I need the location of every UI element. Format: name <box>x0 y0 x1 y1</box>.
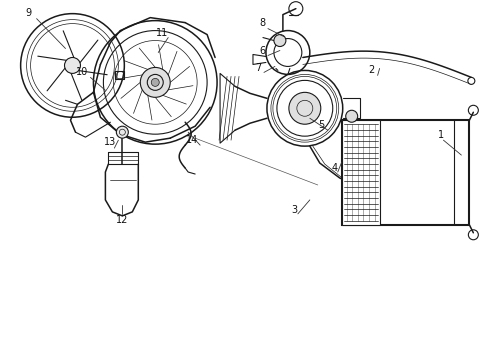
Text: 11: 11 <box>156 28 169 37</box>
Text: 12: 12 <box>116 215 128 225</box>
Circle shape <box>65 58 80 73</box>
Text: 7: 7 <box>255 63 261 73</box>
Text: 1: 1 <box>439 130 444 140</box>
Bar <box>342 120 380 225</box>
Text: 5: 5 <box>318 120 325 130</box>
Text: 3: 3 <box>292 205 298 215</box>
Text: 2: 2 <box>368 66 375 76</box>
Circle shape <box>468 77 475 84</box>
Circle shape <box>116 126 128 138</box>
Circle shape <box>151 78 159 86</box>
Circle shape <box>346 110 358 122</box>
Text: 8: 8 <box>259 18 265 28</box>
Circle shape <box>289 92 321 124</box>
Text: 14: 14 <box>186 135 198 145</box>
Text: 4: 4 <box>332 163 338 173</box>
Text: 13: 13 <box>104 137 117 147</box>
Bar <box>342 120 469 225</box>
Text: 10: 10 <box>76 67 89 77</box>
Text: 9: 9 <box>25 8 32 18</box>
Circle shape <box>140 67 170 97</box>
Text: 6: 6 <box>259 45 265 55</box>
Circle shape <box>274 35 286 46</box>
